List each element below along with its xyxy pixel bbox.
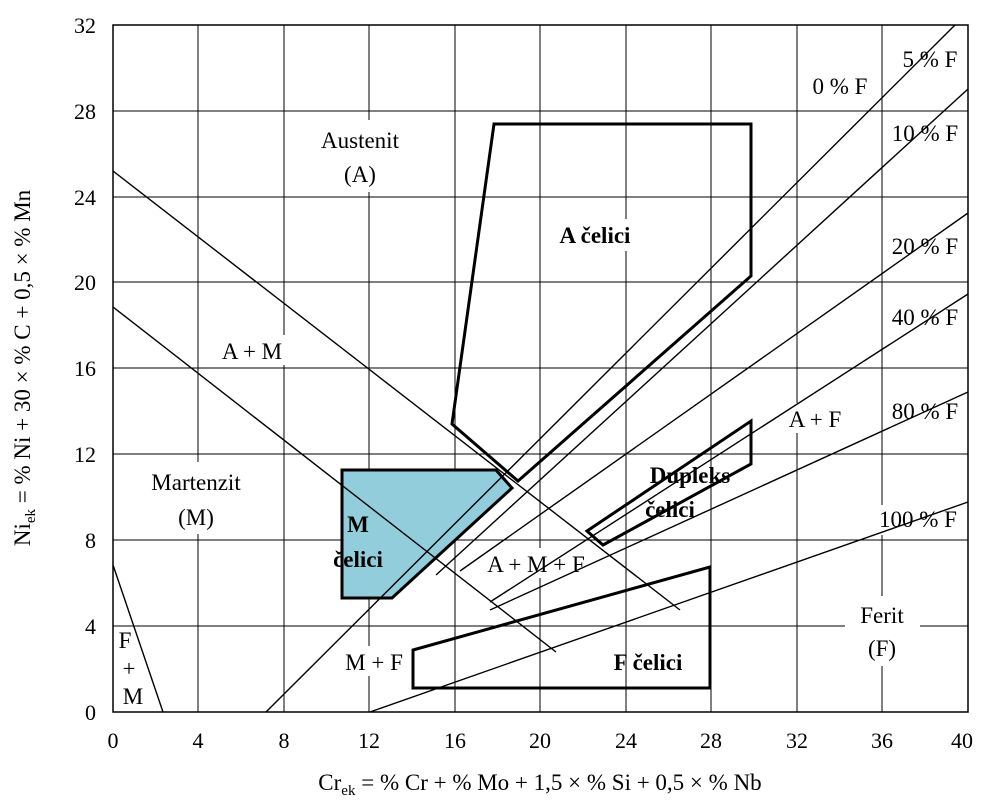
grid <box>113 25 968 712</box>
x-tick-label: 12 <box>358 728 380 753</box>
region-f-m-bot: M <box>123 684 143 709</box>
x-tick-label: 20 <box>529 728 551 753</box>
m-steels-zone <box>340 468 515 600</box>
region-martenzit-abbr: (M) <box>178 505 214 530</box>
ferrite-label-100: 100 % F <box>879 507 957 532</box>
x-axis-title: Crek = % Cr + % Mo + 1,5 × % Si + 0,5 × … <box>318 770 761 799</box>
region-austenit-abbr: (A) <box>344 162 376 187</box>
x-tick-label: 36 <box>871 728 893 753</box>
y-tick-label: 28 <box>74 99 96 124</box>
label-f-celici: F čelici <box>614 650 683 675</box>
a-steels-zone <box>450 122 753 483</box>
x-tick-label: 16 <box>444 728 466 753</box>
duplex-steels-zone <box>584 418 753 547</box>
region-a-plus-f: A + F <box>789 407 842 432</box>
region-a-plus-m: A + M <box>222 339 282 364</box>
y-tick-label: 0 <box>85 700 96 725</box>
ferrite-label-80: 80 % F <box>892 399 958 424</box>
f-steels-zone <box>411 565 712 690</box>
y-tick-label: 20 <box>74 270 96 295</box>
ferrite-label-0: 0 % F <box>813 74 868 99</box>
x-tick-label: 24 <box>615 728 637 753</box>
x-tick-label: 32 <box>786 728 808 753</box>
region-labels: Austenit (A) Martenzit (M) Ferit (F) A +… <box>119 128 905 709</box>
y-tick-label: 16 <box>74 356 96 381</box>
ferrite-label-20: 20 % F <box>892 234 958 259</box>
x-tick-label: 40 <box>951 728 973 753</box>
label-backgrounds <box>110 45 966 710</box>
x-tick-label: 28 <box>700 728 722 753</box>
region-ferit-abbr: (F) <box>868 636 896 661</box>
label-m-celici-2: čelici <box>333 547 383 572</box>
region-f-m-mid: + <box>123 656 136 681</box>
y-axis-title: Niek = % Ni + 30 × % C + 0,5 × % Mn <box>10 189 39 546</box>
ferrite-line-labels: 0 % F 5 % F 10 % F 20 % F 40 % F 80 % F … <box>813 47 959 532</box>
y-tick-label: 4 <box>85 614 96 639</box>
region-martenzit: Martenzit <box>151 470 241 495</box>
y-tick-labels: 0 4 8 12 16 20 24 28 32 <box>74 13 96 725</box>
label-m-celici-1: M <box>347 512 369 537</box>
y-tick-label: 8 <box>85 528 96 553</box>
y-tick-label: 32 <box>74 13 96 38</box>
steel-zone-outlines <box>411 122 753 690</box>
ferrite-label-5: 5 % F <box>903 47 958 72</box>
label-dupleks-2: čelici <box>645 497 695 522</box>
x-tick-labels: 0 4 8 12 16 20 24 28 32 36 40 <box>108 728 974 753</box>
region-m-plus-f: M + F <box>345 650 403 675</box>
y-tick-label: 12 <box>74 442 96 467</box>
region-ferit: Ferit <box>860 603 904 628</box>
region-austenit: Austenit <box>321 128 400 153</box>
y-tick-label: 24 <box>74 185 96 210</box>
region-f-m-top: F <box>119 628 132 653</box>
label-a-celici: A čelici <box>560 223 631 248</box>
x-tick-label: 4 <box>193 728 204 753</box>
ferrite-label-40: 40 % F <box>892 305 958 330</box>
x-tick-label: 0 <box>108 728 119 753</box>
boundary-lines <box>112 24 969 713</box>
label-dupleks-1: Dupleks <box>650 463 731 488</box>
ferrite-label-10: 10 % F <box>892 121 958 146</box>
region-a-m-f: A + M + F <box>487 552 585 577</box>
x-tick-label: 8 <box>279 728 290 753</box>
steel-zone-labels: A čelici M čelici Dupleks čelici F čelic… <box>333 223 730 675</box>
plot-frame <box>112 24 969 713</box>
